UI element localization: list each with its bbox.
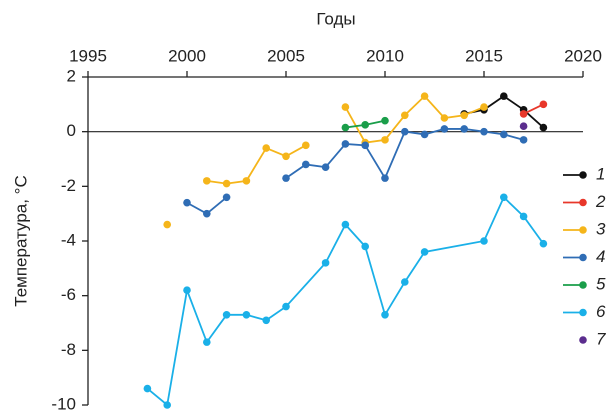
y-tick-label: -10 [51,394,76,413]
y-tick-label: 2 [67,66,76,85]
point [361,121,370,129]
point [143,384,152,393]
point [420,92,429,100]
point [163,220,171,229]
point [440,125,449,133]
legend-marker [579,226,587,234]
point [539,123,548,132]
point [401,127,409,136]
y-tick-label: -8 [61,340,76,359]
point [361,141,370,150]
legend-label: 5 [596,274,606,293]
point [302,160,310,169]
point [460,111,469,120]
legend-marker [579,198,587,207]
series-line [186,128,524,215]
point [420,248,429,256]
point [519,212,528,221]
point [381,116,389,125]
point [262,316,271,325]
legend-label: 7 [596,329,606,348]
point [183,198,191,207]
point [222,193,231,202]
point [282,152,290,161]
y-tick-label: -6 [61,285,76,304]
point [242,311,251,319]
legend-label: 6 [596,302,606,321]
point [341,103,350,111]
point [183,286,191,295]
series-line [464,95,545,129]
point [381,311,389,319]
legend-marker [579,336,587,344]
point [341,140,350,148]
legend-marker [579,281,587,289]
point [401,278,409,286]
point [519,122,528,130]
point [282,302,290,311]
x-tick-label: 1995 [69,46,107,65]
legend-label: 4 [596,247,605,266]
point [341,220,350,229]
point [500,130,508,139]
point [203,177,211,185]
point [203,209,211,218]
point [440,114,449,122]
x-tick-label: 2015 [465,46,503,65]
point [321,259,330,267]
x-axis-title: Годы [316,9,355,28]
y-tick-label: -4 [61,230,76,249]
y-axis-title: Температура, °C [11,175,30,306]
legend-marker [579,171,587,179]
point [519,110,528,118]
point [341,123,350,132]
point [381,136,389,144]
point [222,179,231,188]
point [163,401,171,409]
point [500,193,508,202]
point [539,100,548,109]
y-tick-label: 0 [67,121,76,140]
point [480,127,488,136]
legend-marker [579,253,587,262]
x-tick-label: 2020 [564,46,602,65]
series-line [146,195,545,407]
point [460,125,469,133]
point [321,163,330,171]
point [282,174,290,182]
legend-label: 1 [596,164,605,183]
point [480,237,488,245]
point [539,239,548,248]
point [203,338,211,346]
point [519,136,528,144]
legend-marker [579,308,587,317]
point [420,130,429,139]
point [500,92,508,100]
x-tick-label: 2010 [366,46,404,65]
point [222,311,231,319]
x-tick-label: 2005 [267,46,305,65]
point [262,144,271,152]
point [302,141,310,150]
legend-label: 2 [595,192,606,211]
point [480,103,488,111]
x-tick-label: 2000 [168,46,206,65]
y-tick-label: -2 [61,176,76,195]
point [361,242,370,251]
point [401,111,409,120]
legend-label: 3 [596,219,606,238]
point [381,174,389,182]
point [242,177,251,185]
